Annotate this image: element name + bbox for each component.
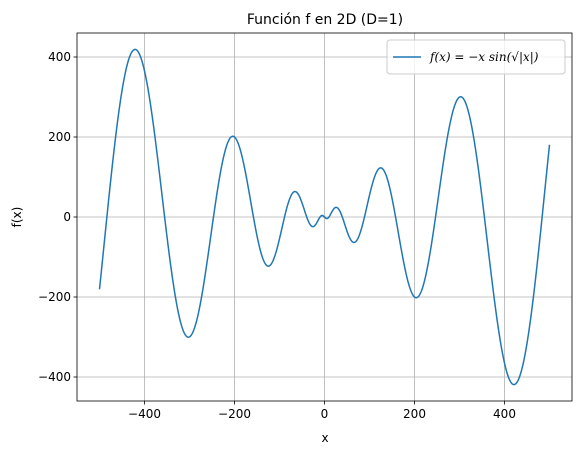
chart-title: Función f en 2D (D=1) [247, 12, 403, 28]
x-tick-label: 0 [321, 407, 329, 421]
legend-label: f(x) = −x sin(√|x|) [429, 50, 539, 64]
series-line [98, 48, 551, 386]
ticks: −400 −200 0 200 400 −400 −200 0 200 400 [38, 50, 516, 421]
y-axis-label: f(x) [10, 207, 24, 228]
x-axis-label: x [321, 431, 328, 445]
series-layer [98, 48, 551, 386]
x-tick-label: 400 [493, 407, 516, 421]
y-tick-label: 200 [48, 130, 71, 144]
y-tick-label: 0 [63, 210, 71, 224]
legend-box [386, 39, 566, 75]
x-tick-label: −400 [128, 407, 161, 421]
y-tick-label: 400 [48, 50, 71, 64]
x-tick-label: 200 [403, 407, 426, 421]
y-tick-label: −400 [38, 370, 71, 384]
x-tick-label: −200 [218, 407, 251, 421]
y-tick-label: −200 [38, 290, 71, 304]
legend: f(x) = −x sin(√|x|) [386, 39, 566, 75]
